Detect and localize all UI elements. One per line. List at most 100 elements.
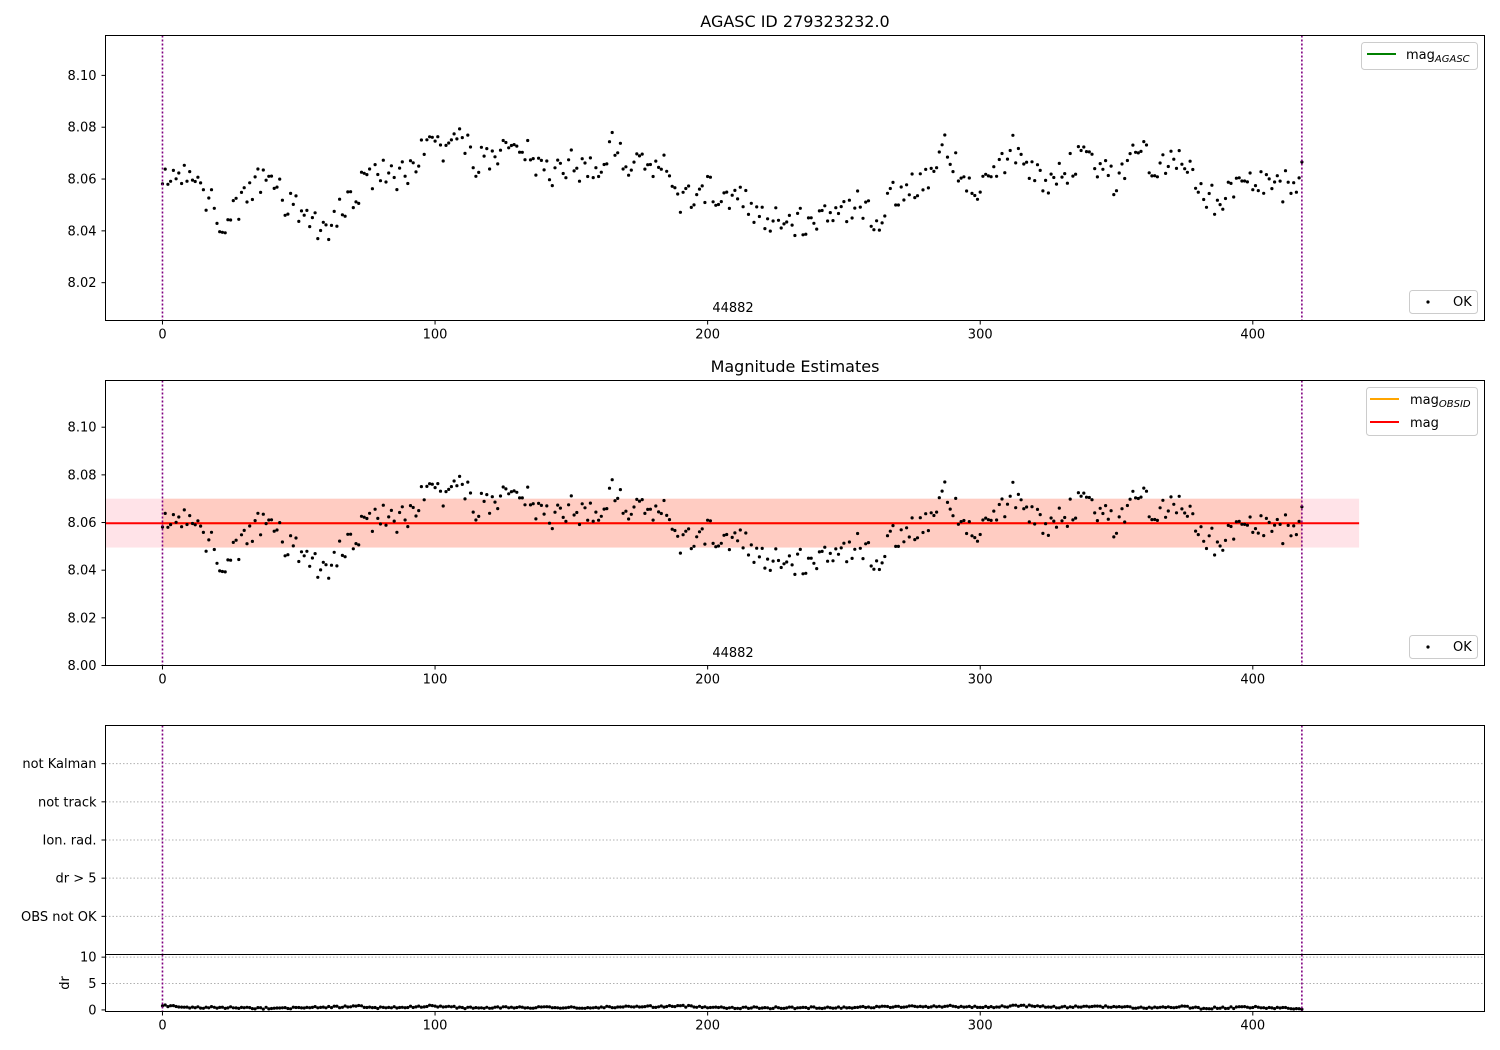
data-point xyxy=(556,158,560,162)
data-point xyxy=(992,509,996,513)
data-point xyxy=(569,494,573,498)
data-point xyxy=(1185,514,1189,518)
data-point xyxy=(316,237,320,241)
data-point xyxy=(687,527,691,531)
data-point xyxy=(929,1005,933,1009)
data-point xyxy=(657,1005,661,1009)
data-point xyxy=(965,531,969,536)
data-point xyxy=(940,1005,944,1009)
data-point xyxy=(577,522,582,527)
data-point xyxy=(547,521,552,525)
data-point xyxy=(229,218,233,222)
data-point xyxy=(1038,1005,1042,1009)
data-point xyxy=(556,1006,560,1010)
x-tick-label: 100 xyxy=(423,1019,448,1034)
data-point xyxy=(283,554,287,558)
data-point xyxy=(951,514,955,518)
data-point xyxy=(218,230,222,234)
data-point xyxy=(667,174,672,178)
data-point xyxy=(984,1004,988,1009)
data-point xyxy=(1054,1006,1059,1010)
ok-legend-label: OK xyxy=(1453,295,1472,310)
data-point xyxy=(523,158,527,162)
data-point xyxy=(711,1005,715,1009)
data-point xyxy=(321,220,325,224)
data-point xyxy=(526,1006,530,1010)
data-point xyxy=(1074,172,1078,176)
data-point xyxy=(913,196,917,200)
data-point xyxy=(951,1004,955,1008)
data-point xyxy=(1172,502,1176,506)
data-point xyxy=(651,1005,655,1010)
data-point xyxy=(1264,516,1268,521)
data-point xyxy=(637,499,642,503)
data-point xyxy=(700,527,704,531)
data-point xyxy=(632,1005,636,1009)
data-point xyxy=(1084,1004,1089,1008)
data-point xyxy=(755,546,759,550)
data-point xyxy=(1172,1006,1176,1010)
data-point xyxy=(275,185,279,189)
data-point xyxy=(945,500,950,504)
data-point xyxy=(583,506,587,510)
data-point xyxy=(1035,163,1040,167)
data-point xyxy=(349,1005,353,1009)
data-point xyxy=(351,206,355,210)
data-point xyxy=(586,174,590,179)
estimates-points xyxy=(160,474,1304,580)
data-point xyxy=(637,154,642,158)
data-point xyxy=(319,228,323,233)
data-point xyxy=(1289,191,1293,195)
data-point xyxy=(1174,166,1179,170)
data-point xyxy=(518,1005,522,1009)
data-point xyxy=(490,1006,494,1010)
data-point xyxy=(226,558,230,562)
data-point xyxy=(760,205,764,209)
data-point xyxy=(787,1005,792,1009)
data-point xyxy=(1030,505,1034,509)
data-point xyxy=(907,535,911,539)
data-point xyxy=(708,519,713,523)
data-point xyxy=(692,203,696,207)
data-point xyxy=(368,1005,372,1009)
data-point xyxy=(428,482,432,486)
data-point xyxy=(1226,1006,1230,1011)
data-point xyxy=(1150,1006,1154,1010)
data-point xyxy=(1093,167,1097,171)
data-point xyxy=(512,143,516,147)
data-point xyxy=(335,224,339,228)
dr-x-axis: 0 100 200 300 400 xyxy=(158,1011,1265,1034)
data-point xyxy=(1109,509,1113,513)
data-point xyxy=(373,1005,377,1010)
data-point xyxy=(967,520,971,524)
data-point xyxy=(1229,181,1233,185)
data-point xyxy=(926,529,931,533)
data-point xyxy=(180,181,184,186)
data-point xyxy=(1106,173,1110,178)
data-point xyxy=(272,186,276,190)
data-point xyxy=(1065,181,1069,185)
data-point xyxy=(1136,496,1140,501)
data-point xyxy=(207,1006,211,1010)
data-point xyxy=(1221,548,1225,552)
data-point xyxy=(362,1005,366,1010)
data-point xyxy=(474,174,478,178)
data-point xyxy=(357,1003,361,1008)
data-point xyxy=(253,1007,257,1011)
data-point xyxy=(1120,507,1124,511)
data-point xyxy=(831,559,835,563)
data-point xyxy=(520,496,524,500)
data-point xyxy=(929,166,933,170)
data-point xyxy=(531,1006,535,1010)
data-point xyxy=(1180,1004,1184,1008)
data-point xyxy=(1262,1006,1266,1010)
data-point xyxy=(1232,537,1236,541)
data-point xyxy=(801,1005,805,1010)
data-point xyxy=(376,1006,380,1011)
data-point xyxy=(177,1005,181,1009)
flag-category-label: not Kalman xyxy=(22,757,96,772)
data-point xyxy=(384,1006,388,1010)
data-point xyxy=(899,528,903,532)
data-point xyxy=(973,1004,977,1008)
data-point xyxy=(1164,171,1168,175)
